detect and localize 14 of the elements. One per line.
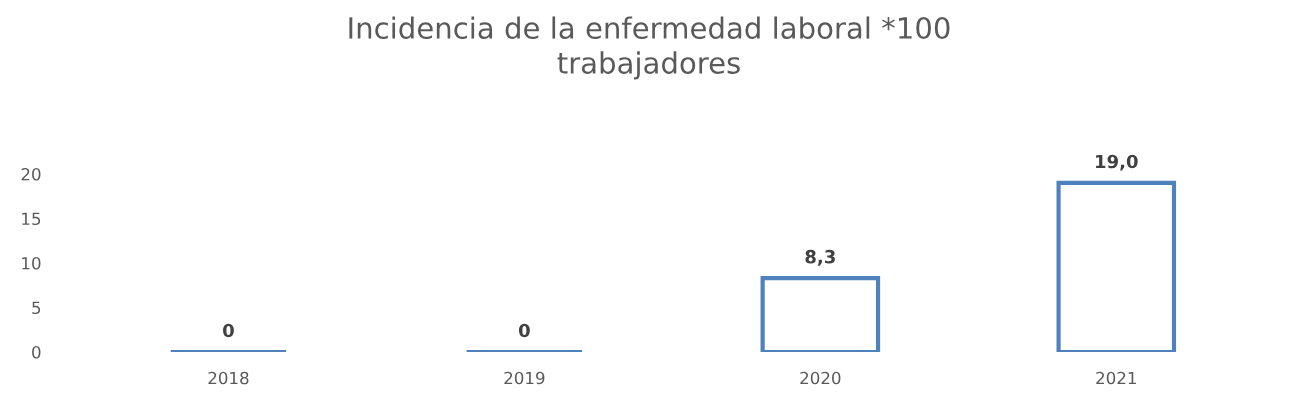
y-tick-label: 5 [32,301,41,315]
y-tick-label: 20 [21,167,41,181]
data-label: 19,0 [1096,154,1138,171]
data-label: 8,3 [805,249,835,266]
y-tick-label: 10 [22,256,41,270]
x-tick-label: 2021 [1096,371,1136,385]
x-tick-label: 2020 [800,371,841,385]
y-tick-label: 0 [32,345,41,359]
data-label: 0 [518,323,530,338]
data-label: 0 [223,323,234,338]
x-tick-label: 2018 [208,371,249,385]
chart-title: Incidencia de la enfermedad laboral *100 trabajadores [349,16,950,80]
y-tick-label: 15 [22,212,41,226]
x-tick-label: 2019 [504,371,545,385]
